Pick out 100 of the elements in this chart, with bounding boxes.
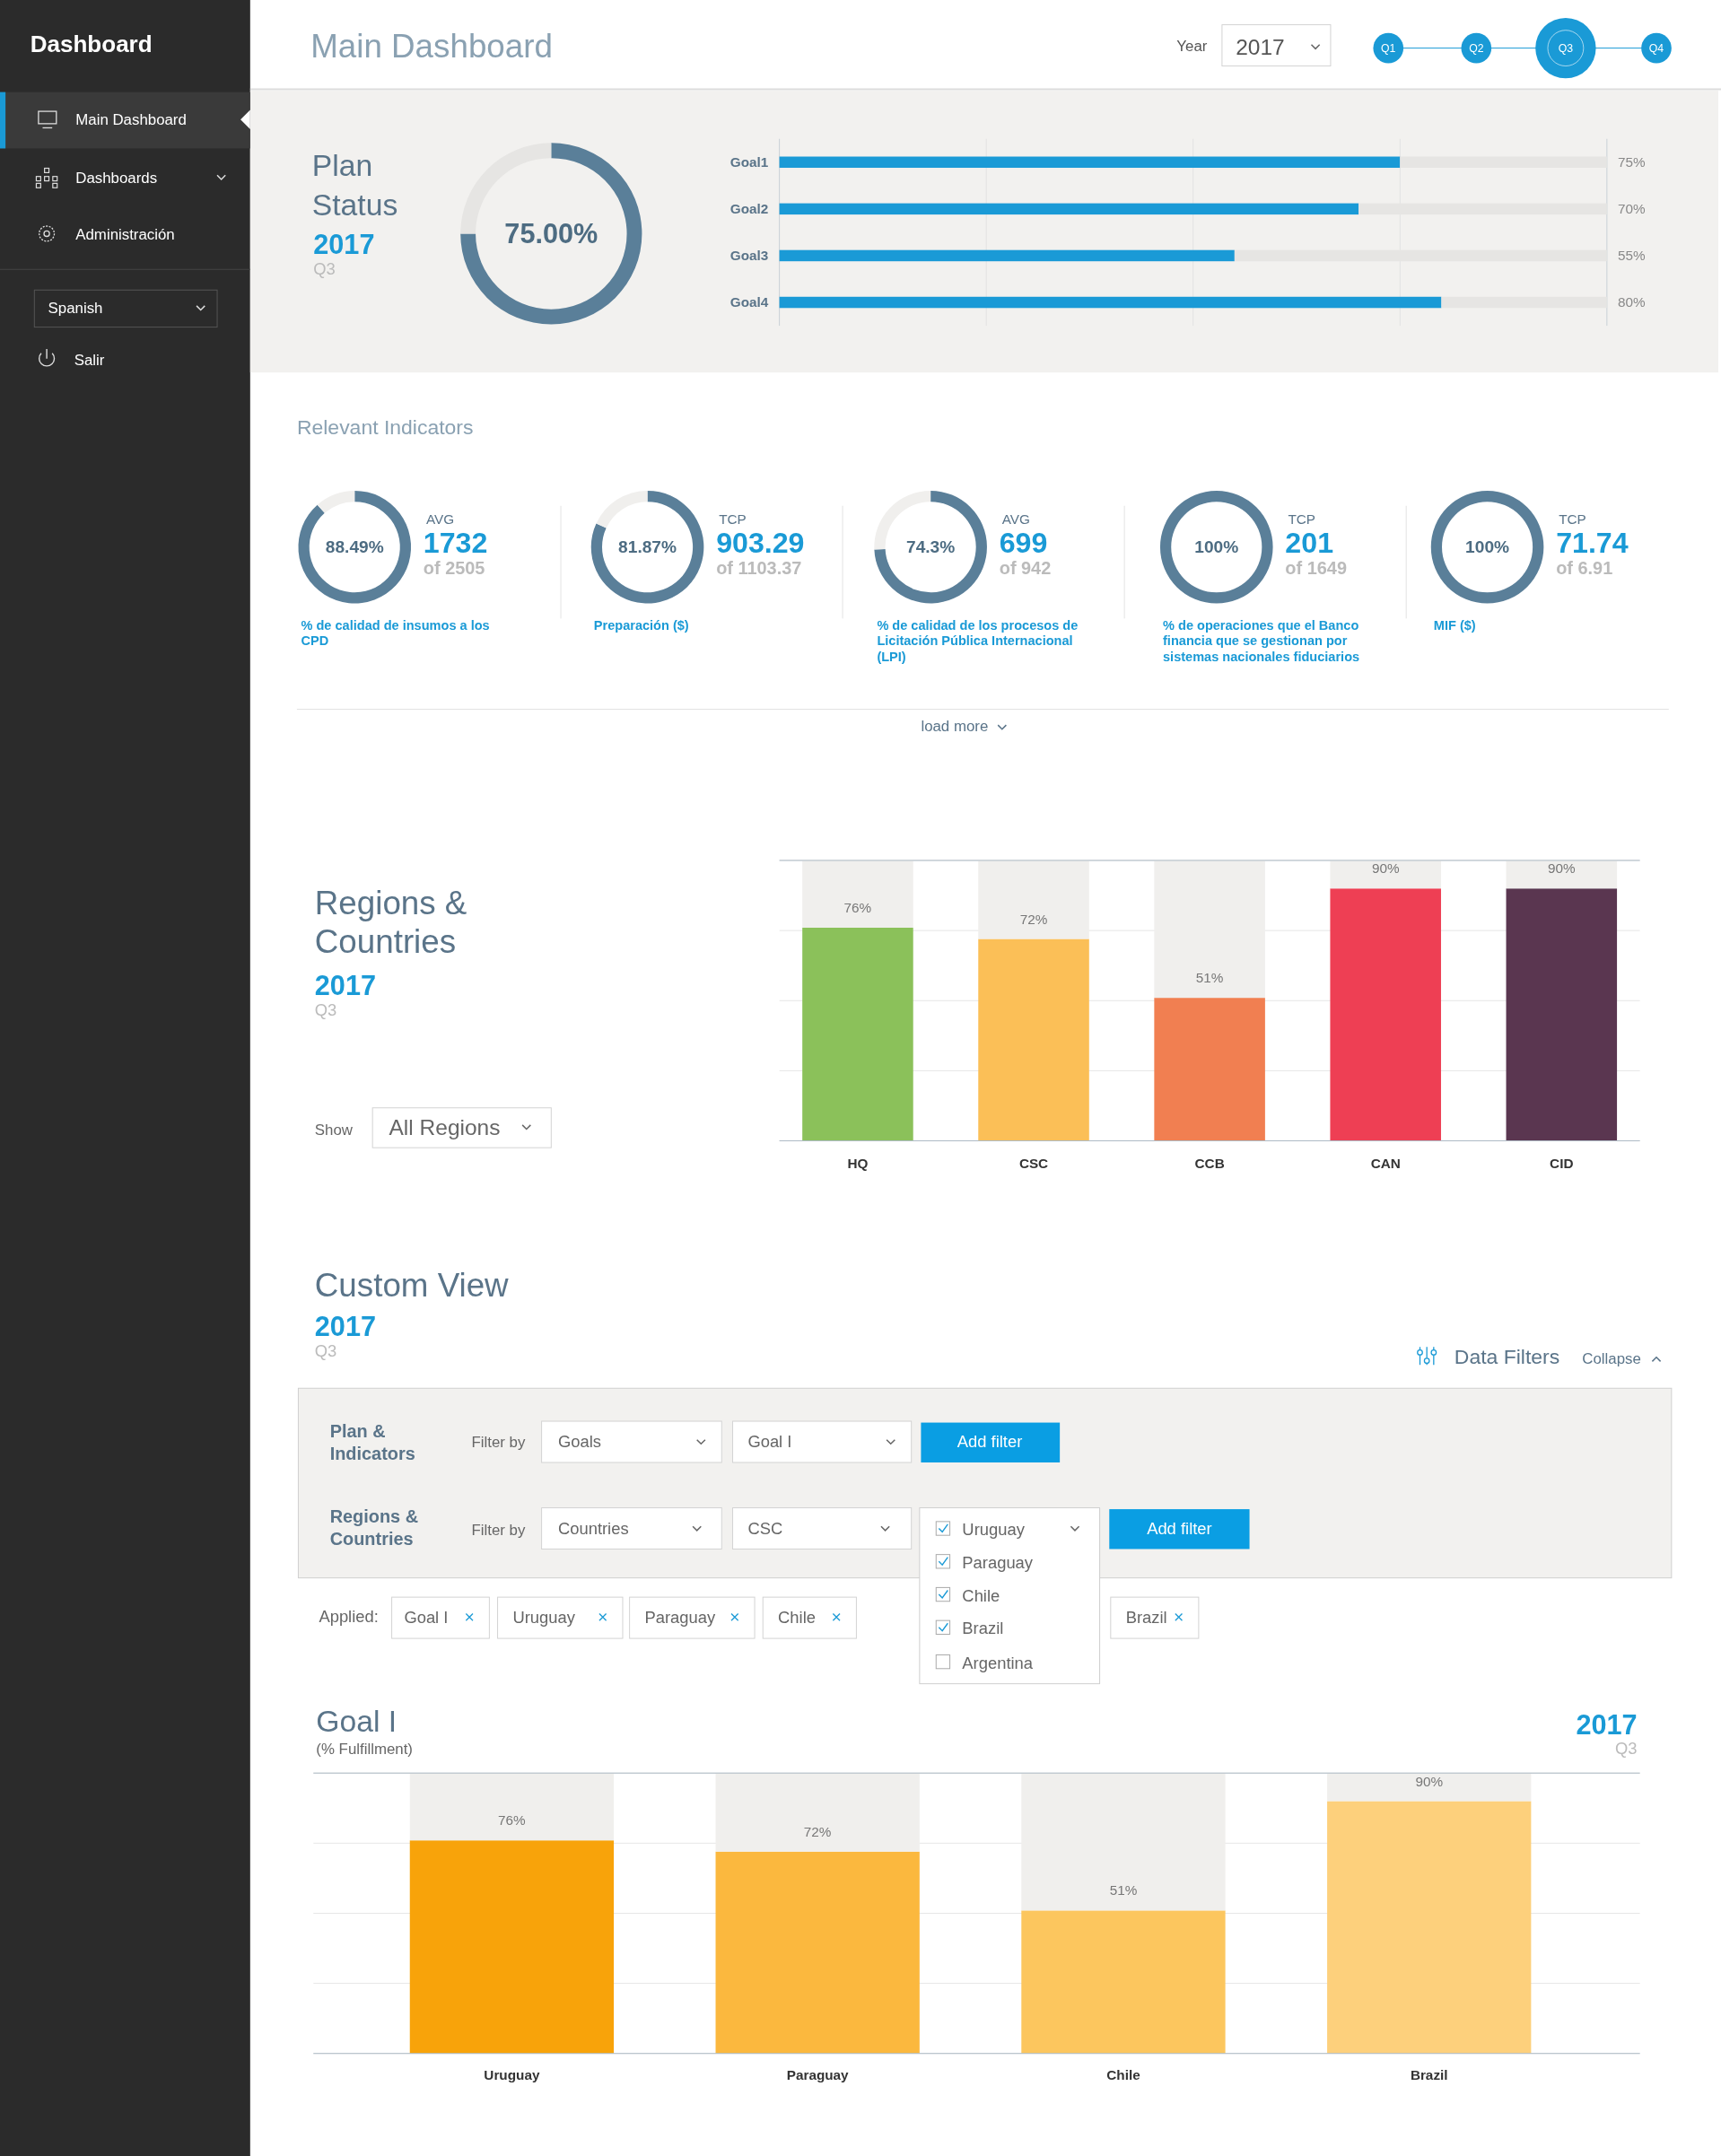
data-label: 72%: [1019, 911, 1048, 927]
text: Filter by: [471, 1522, 526, 1540]
data-label: 81.87%: [618, 537, 677, 557]
text: % de operaciones que el Banco financia que se gestionan por sistemas nacionales fiduciarios: [1163, 617, 1360, 664]
text: 699: [999, 526, 1048, 559]
data-label: 88.49%: [325, 537, 384, 557]
bar: [779, 296, 1442, 309]
text: Salir: [74, 352, 105, 370]
bar: [1154, 998, 1265, 1141]
text: Goal I: [404, 1608, 449, 1628]
text: Regions & Countries: [329, 1506, 419, 1549]
text: Main Dashboard: [75, 111, 187, 129]
bar: [1021, 1910, 1226, 2054]
text: Collapse: [1582, 1349, 1641, 1367]
text: Goals: [557, 1432, 601, 1452]
x-tick-label: HQ: [847, 1156, 869, 1172]
bar: [779, 249, 1235, 262]
donut-slice: [596, 490, 648, 528]
text: % de calidad de los procesos de Licitación Pública Internacional (LPI): [877, 617, 1079, 664]
data-label: 75%: [1618, 154, 1647, 170]
text: Q3: [1558, 42, 1574, 56]
text: of 1103.37: [716, 558, 802, 579]
text: Brazil: [1125, 1608, 1167, 1628]
text: Countries: [557, 1518, 629, 1538]
text: TCP: [719, 511, 747, 527]
text: Uruguay: [512, 1608, 576, 1628]
text: TCP: [1288, 511, 1316, 527]
bar: [978, 938, 1089, 1141]
data-label: 72%: [803, 1823, 832, 1839]
text: 201: [1285, 526, 1334, 559]
text: CSC: [747, 1518, 783, 1538]
bar: [409, 1773, 615, 1841]
text: 2017: [313, 229, 375, 260]
text: TCP: [1559, 511, 1586, 527]
text: Chile: [962, 1585, 1000, 1605]
y-tick-label: Goal3: [729, 248, 769, 264]
text: Q1: [1381, 42, 1396, 56]
text: Brazil: [962, 1619, 1004, 1638]
text: of 6.91: [1556, 558, 1613, 579]
y-tick-label: Goal1: [729, 154, 769, 170]
text: Applied:: [319, 1606, 379, 1626]
data-label: 51%: [1195, 970, 1224, 986]
text: Goal I: [747, 1432, 792, 1452]
text: Plan & Indicators: [329, 1421, 415, 1464]
text: 2017: [1236, 35, 1285, 60]
data-label: 100%: [1465, 537, 1510, 557]
text: Show: [314, 1122, 354, 1139]
text: Regions & Countries: [314, 884, 467, 960]
text: % de calidad de insumos a los CPD: [301, 617, 490, 649]
text: Q3: [1615, 1738, 1638, 1758]
x-tick-label: Uruguay: [484, 2066, 540, 2082]
y-tick-label: Goal4: [729, 294, 769, 310]
text: of 942: [999, 558, 1052, 579]
bar: [779, 203, 1359, 215]
text: Uruguay: [962, 1520, 1026, 1540]
text: AVG: [425, 511, 455, 527]
x-tick-label: Paraguay: [786, 2066, 850, 2082]
bar: [1330, 888, 1441, 1141]
donut-slice: [874, 490, 987, 604]
bar: [715, 1851, 920, 2054]
text: 2017: [1576, 1709, 1638, 1741]
data-label: 90%: [1547, 860, 1576, 877]
x-tick-label: Brazil: [1410, 2066, 1448, 2082]
data-label: 75.00%: [504, 218, 598, 249]
text: of 1649: [1285, 558, 1347, 579]
text: Q2: [1469, 42, 1484, 56]
x-tick-label: Chile: [1106, 2066, 1140, 2082]
text: Spanish: [48, 300, 103, 318]
text: Administración: [75, 225, 175, 243]
x-tick-label: CAN: [1370, 1156, 1401, 1172]
donut-slice: [460, 143, 642, 325]
data-label: 76%: [498, 1812, 527, 1829]
text: Custom View: [314, 1266, 510, 1304]
data-label: 76%: [843, 900, 872, 916]
text: Q3: [314, 1000, 337, 1020]
data-label: 100%: [1194, 537, 1239, 557]
text: Add filter: [957, 1432, 1023, 1452]
text: 71.74: [1556, 526, 1629, 559]
text: Paraguay: [644, 1608, 716, 1628]
data-label: 90%: [1371, 860, 1400, 877]
bar: [802, 928, 913, 1141]
text: Add filter: [1147, 1518, 1212, 1538]
bar: [1330, 860, 1441, 889]
donut-slice: [317, 490, 355, 513]
bar: [1506, 888, 1618, 1141]
data-label: 80%: [1618, 294, 1647, 310]
text: Preparación ($): [593, 617, 689, 633]
data-label: 70%: [1618, 201, 1647, 217]
text: Main Dashboard: [310, 28, 553, 65]
text: Filter by: [471, 1434, 526, 1452]
text: Chile: [778, 1608, 816, 1628]
text: Paraguay: [962, 1552, 1034, 1572]
text: Q4: [1648, 42, 1664, 56]
text: AVG: [1001, 511, 1030, 527]
text: Data Filters: [1454, 1344, 1560, 1368]
bar: [1441, 296, 1607, 309]
data-label: 55%: [1618, 248, 1647, 264]
text: All Regions: [389, 1115, 501, 1140]
x-tick-label: CSC: [1018, 1156, 1049, 1172]
bar: [802, 860, 913, 928]
